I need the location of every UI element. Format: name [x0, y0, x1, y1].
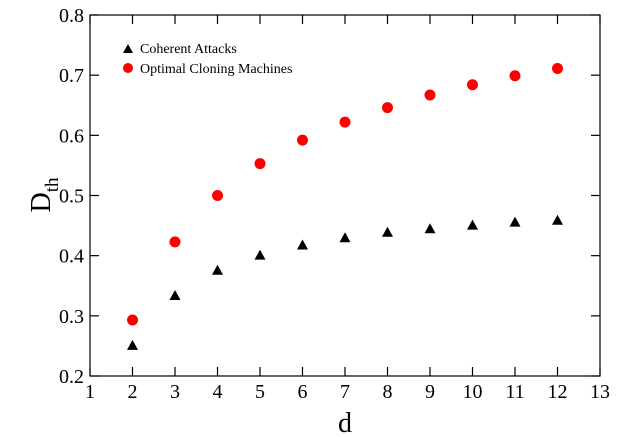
x-tick-label: 6	[298, 381, 308, 403]
x-tick-label: 2	[128, 381, 138, 403]
legend-entry-coherent-attacks: Coherent Attacks	[140, 42, 237, 57]
x-tick-label: 10	[463, 381, 483, 403]
optimal-cloning-point	[127, 314, 138, 326]
y-tick-label: 0.4	[59, 246, 84, 268]
x-tick-label: 4	[213, 381, 223, 403]
coherent-attacks-point	[339, 232, 351, 243]
optimal-cloning-point	[254, 158, 266, 170]
coherent-attacks-point	[254, 249, 266, 260]
y-tick-label: 0.2	[59, 366, 84, 388]
coherent-attacks-point	[509, 216, 521, 227]
x-tick-label: 5	[255, 381, 265, 403]
coherent-attacks-point	[127, 339, 138, 350]
optimal-cloning-point	[509, 70, 521, 82]
optimal-cloning-point	[382, 102, 393, 114]
coherent-attacks-point	[467, 219, 478, 230]
legend-marker-circle	[123, 63, 133, 73]
coherent-attacks-point	[297, 239, 308, 250]
optimal-cloning-point	[552, 63, 563, 75]
data-points	[127, 63, 563, 350]
legend-marker-triangle	[123, 44, 133, 53]
x-tick-label: 12	[548, 381, 568, 403]
x-tick-label: 11	[505, 381, 524, 403]
x-axis-ticks: 1 2 3 4 5 6 7 8 9 10 11 12 13	[85, 15, 610, 403]
optimal-cloning-point	[424, 89, 436, 101]
x-axis-label: d	[338, 408, 352, 437]
x-tick-label: 8	[383, 381, 393, 403]
y-axis-label-subscript: th	[42, 177, 63, 192]
coherent-attacks-point	[169, 289, 181, 300]
optimal-cloning-point	[297, 134, 308, 146]
y-axis-label: Dth	[26, 177, 63, 213]
coherent-attacks-point	[382, 226, 393, 237]
legend-entry-optimal-cloning-machines: Optimal Cloning Machines	[140, 62, 292, 77]
x-tick-label: 1	[85, 381, 95, 403]
coherent-attacks-point	[552, 214, 563, 225]
y-tick-label: 0.3	[59, 306, 84, 328]
x-tick-label: 3	[170, 381, 180, 403]
y-tick-label: 0.8	[59, 5, 84, 27]
optimal-cloning-point	[169, 236, 181, 248]
y-tick-label: 0.5	[59, 186, 84, 208]
y-tick-label: 0.6	[59, 125, 84, 147]
optimal-cloning-point	[212, 190, 223, 201]
y-tick-label: 0.7	[59, 65, 84, 87]
x-tick-label: 7	[340, 381, 350, 403]
legend: Coherent Attacks Optimal Cloning Machine…	[123, 42, 292, 77]
x-tick-label: 13	[590, 381, 610, 403]
y-axis-ticks: 0.2 0.3 0.4 0.5 0.6 0.7 0.8	[59, 5, 600, 388]
coherent-attacks-point	[424, 223, 436, 234]
optimal-cloning-point	[339, 116, 351, 128]
optimal-cloning-point	[467, 79, 478, 91]
coherent-attacks-point	[212, 264, 223, 275]
x-tick-label: 9	[425, 381, 435, 403]
y-axis-label-main: D	[26, 192, 57, 212]
